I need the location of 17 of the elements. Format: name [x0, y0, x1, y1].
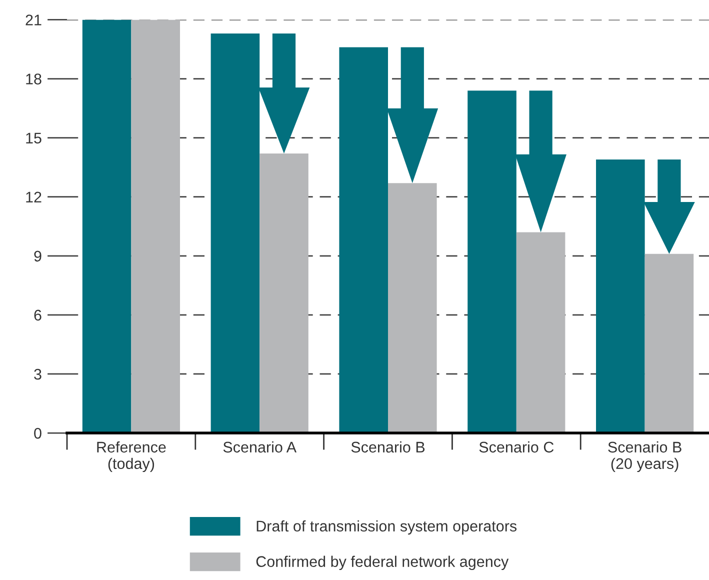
x-tick-label: Scenario A — [223, 441, 297, 453]
x-tick-label: Scenario B (20 years) — [608, 441, 682, 472]
legend-label: Draft of transmission system operators — [256, 520, 517, 535]
x-tick-label: Reference (today) — [97, 441, 166, 472]
legend-label: Confirmed by federal network agency — [256, 556, 509, 570]
y-tick-label: 18 — [26, 74, 42, 84]
y-tick-label: 0 — [34, 428, 42, 439]
y-tick-label: 6 — [34, 310, 42, 321]
x-tick-label: Scenario B — [351, 441, 425, 453]
y-tick-label: 15 — [26, 132, 42, 144]
y-tick-label: 3 — [34, 368, 42, 380]
y-tick-label: 21 — [26, 14, 42, 26]
bar — [131, 20, 180, 434]
y-tick-label: 9 — [34, 250, 42, 262]
x-tick-label: Scenario C — [479, 441, 554, 453]
bar — [82, 20, 132, 434]
y-tick-label: 12 — [26, 192, 42, 202]
